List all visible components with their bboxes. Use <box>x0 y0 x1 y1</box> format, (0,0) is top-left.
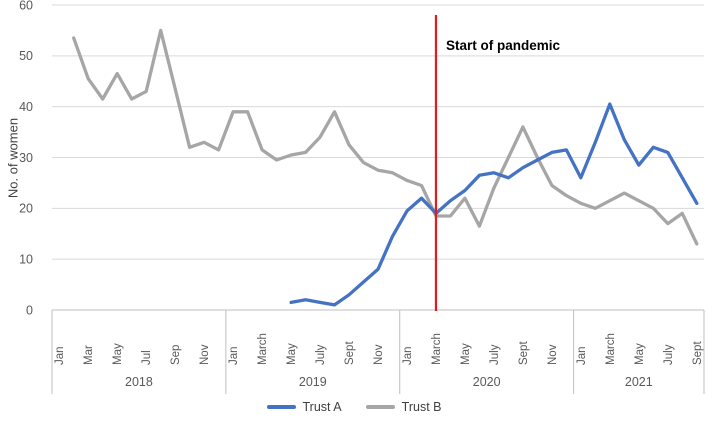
month-label-2019-Sept: Sept <box>344 341 356 365</box>
month-label-2020-March: March <box>431 333 443 365</box>
trust-b-line <box>72 28 699 246</box>
month-label-2018-Jul: Jul <box>141 350 153 365</box>
year-label-2021: 2021 <box>625 375 653 389</box>
month-label-2020-May: May <box>460 343 472 365</box>
month-label-2021-May: May <box>634 343 646 365</box>
month-label-2019-March: March <box>257 333 269 365</box>
month-label-2018-Sep: Sep <box>170 345 182 365</box>
month-label-2018-Mar: Mar <box>83 345 95 365</box>
legend-item-trust-a: Trust A <box>266 400 342 414</box>
month-label-2020-Jan: Jan <box>402 346 414 365</box>
month-label-2021-Jan: Jan <box>576 346 588 365</box>
month-label-2018-May: May <box>112 343 124 365</box>
year-label-2020: 2020 <box>473 375 501 389</box>
month-label-2019-Nov: Nov <box>373 344 385 365</box>
start-of-pandemic-label: Start of pandemic <box>445 38 560 53</box>
month-label-2020-Sept: Sept <box>518 341 530 365</box>
legend-label-trust-b: Trust B <box>401 400 442 414</box>
y-tick-label-60: 60 <box>19 0 33 12</box>
trust-a-line <box>289 102 699 307</box>
month-label-2018-Jan: Jan <box>54 346 66 365</box>
legend-item-trust-b: Trust B <box>365 400 442 414</box>
month-label-2018-Nov: Nov <box>199 344 211 365</box>
legend: Trust A Trust B <box>0 400 708 414</box>
y-tick-label-40: 40 <box>19 100 33 114</box>
y-tick-label-50: 50 <box>19 49 33 63</box>
month-label-2019-July: July <box>315 344 327 365</box>
y-tick-label-0: 0 <box>26 303 33 317</box>
month-label-2021-July: July <box>663 344 675 365</box>
trust-b-line-swatch <box>365 405 395 409</box>
month-label-2019-Jan: Jan <box>228 346 240 365</box>
legend-label-trust-a: Trust A <box>302 400 342 414</box>
month-label-2021-March: March <box>605 333 617 365</box>
month-label-2019-May: May <box>286 343 298 365</box>
month-label-2020-Nov: Nov <box>547 344 559 365</box>
trust-a-line-swatch <box>266 405 296 409</box>
year-label-2018: 2018 <box>125 375 153 389</box>
month-label-2020-July: July <box>489 344 501 365</box>
year-label-2019: 2019 <box>299 375 327 389</box>
y-tick-label-30: 30 <box>19 151 33 165</box>
y-tick-label-20: 20 <box>19 202 33 216</box>
y-axis-title: No. of women <box>5 117 21 199</box>
y-tick-label-10: 10 <box>19 252 33 266</box>
month-label-2021-Sept: Sept <box>692 341 704 365</box>
